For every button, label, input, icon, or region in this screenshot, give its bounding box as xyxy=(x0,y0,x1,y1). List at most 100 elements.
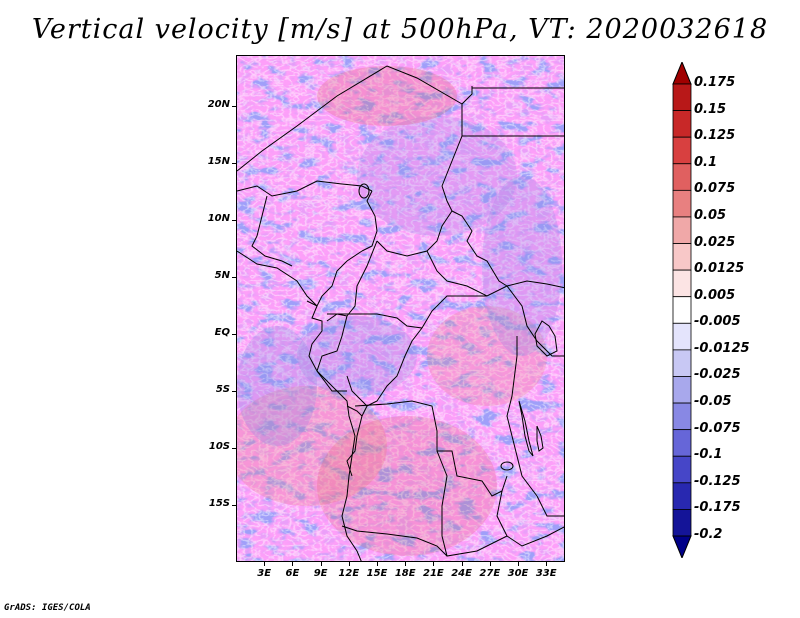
border-angola-zambia xyxy=(436,450,508,557)
lakes xyxy=(358,183,558,471)
lake-victoria xyxy=(534,320,558,357)
colorbar-box xyxy=(672,296,692,324)
descent-region-sudan xyxy=(482,176,562,356)
colorbar-box xyxy=(672,110,692,138)
colorbar-label: -0.0125 xyxy=(694,340,750,356)
colorbar-box xyxy=(672,482,692,510)
border-drc-tanzania xyxy=(511,435,538,497)
lat-label: EQ xyxy=(214,327,230,339)
colorbar-label: -0.125 xyxy=(694,473,741,489)
lon-tick xyxy=(461,562,463,566)
lat-label: 5S xyxy=(215,384,230,396)
colorbar-label: 0.05 xyxy=(694,207,727,223)
lat-tick xyxy=(232,220,236,222)
vertical-velocity-field xyxy=(237,56,564,561)
lon-tick xyxy=(348,562,350,566)
colorbar-box xyxy=(672,163,692,191)
lon-label: 33E xyxy=(535,568,557,579)
border-chad-nigeria xyxy=(361,190,378,252)
lat-label: 5N xyxy=(214,270,230,282)
lat-tick xyxy=(232,334,236,336)
colorbar-label: -0.175 xyxy=(694,500,741,516)
colorbar-label: 0.15 xyxy=(694,101,727,117)
border-chad-car xyxy=(376,185,453,257)
plot-title: Vertical velocity [m/s] at 500hPa, VT: 2… xyxy=(31,14,769,45)
lon-tick xyxy=(405,562,407,566)
colorbar-box xyxy=(672,429,692,457)
colorbar-box xyxy=(672,376,692,404)
border-libya-niger xyxy=(237,65,463,187)
lake-mweru xyxy=(500,461,514,471)
colorbar-box xyxy=(672,216,692,244)
lake-chad xyxy=(358,183,370,199)
ascent-region-east xyxy=(427,306,547,406)
colorbar-label: 0.175 xyxy=(694,75,736,90)
lon-label: 15E xyxy=(366,568,388,579)
lat-label: 10S xyxy=(208,441,230,453)
country-borders xyxy=(237,65,564,557)
colorbar-label: -0.05 xyxy=(694,394,732,410)
border-drc-angola-west xyxy=(346,405,368,477)
colorbar-box xyxy=(672,189,692,218)
lon-label: 12E xyxy=(338,568,360,579)
lon-label: 24E xyxy=(451,568,472,579)
lat-label: 20N xyxy=(207,99,230,111)
ascent-region-sahara xyxy=(317,66,457,126)
colorbar-label: -0.075 xyxy=(694,420,741,436)
colorbar-label: 0.005 xyxy=(694,287,736,303)
lat-tick xyxy=(232,277,236,279)
lon-tick xyxy=(489,562,491,566)
colorbar-label: 0.0125 xyxy=(694,261,745,277)
border-congo-drc xyxy=(346,327,423,407)
lake-tanganyika xyxy=(518,400,534,457)
lat-tick xyxy=(232,448,236,450)
colorbar-label: 0.075 xyxy=(694,181,736,197)
coastline xyxy=(237,250,362,561)
lon-tick xyxy=(546,562,548,566)
border-gabon-congo xyxy=(316,315,348,392)
descent-region-north xyxy=(357,116,517,236)
border-cameroon-congo xyxy=(327,313,423,329)
colorbar-box xyxy=(672,349,692,377)
colorbar-label: -0.025 xyxy=(694,367,741,383)
ascent-region-south xyxy=(317,416,497,556)
border-zambia-drc-south xyxy=(496,490,508,537)
border-car-drc xyxy=(421,295,487,329)
descent-region-congo xyxy=(297,316,417,396)
lon-label: 21E xyxy=(423,568,444,579)
colorbar-label: -0.1 xyxy=(694,447,723,463)
colorbar-label: -0.2 xyxy=(694,527,723,542)
colorbar xyxy=(672,62,692,558)
colorbar-label: 0.125 xyxy=(694,128,736,144)
lon-label: 3E xyxy=(257,568,272,579)
colorbar-box xyxy=(672,83,692,111)
border-angola-namibia xyxy=(341,525,448,557)
border-drc-uganda xyxy=(506,285,564,357)
map-panel xyxy=(236,55,565,562)
lon-tick xyxy=(377,562,378,566)
border-drc-angola-zambia xyxy=(354,400,508,497)
lon-label: 30E xyxy=(507,568,529,579)
velocity-fine-structure xyxy=(237,56,564,561)
border-zambia-malawi xyxy=(536,495,564,517)
lat-label: 10N xyxy=(207,213,230,225)
lon-tick xyxy=(292,562,294,566)
lon-tick xyxy=(264,562,266,566)
colorbar-box xyxy=(672,243,692,271)
lon-label: 9E xyxy=(313,568,328,579)
lon-label: 6E xyxy=(285,568,300,579)
lat-tick xyxy=(232,391,236,393)
colorbar-label: 0.025 xyxy=(694,234,736,250)
colorbar-box xyxy=(672,269,692,298)
colorbar-label: -0.005 xyxy=(694,314,741,330)
border-chad-sudan xyxy=(451,210,508,287)
descent-region-atlantic xyxy=(237,326,317,446)
border-zambia-zimbabwe xyxy=(506,526,564,547)
lat-tick xyxy=(232,505,236,507)
credit-text: GrADS: IGES/COLA xyxy=(4,603,91,613)
colorbar-box xyxy=(672,136,692,165)
lon-tick xyxy=(320,562,322,566)
lat-label: 15N xyxy=(207,156,230,168)
colorbar-bottom-arrow xyxy=(672,535,692,558)
lat-label: 15S xyxy=(208,498,230,510)
